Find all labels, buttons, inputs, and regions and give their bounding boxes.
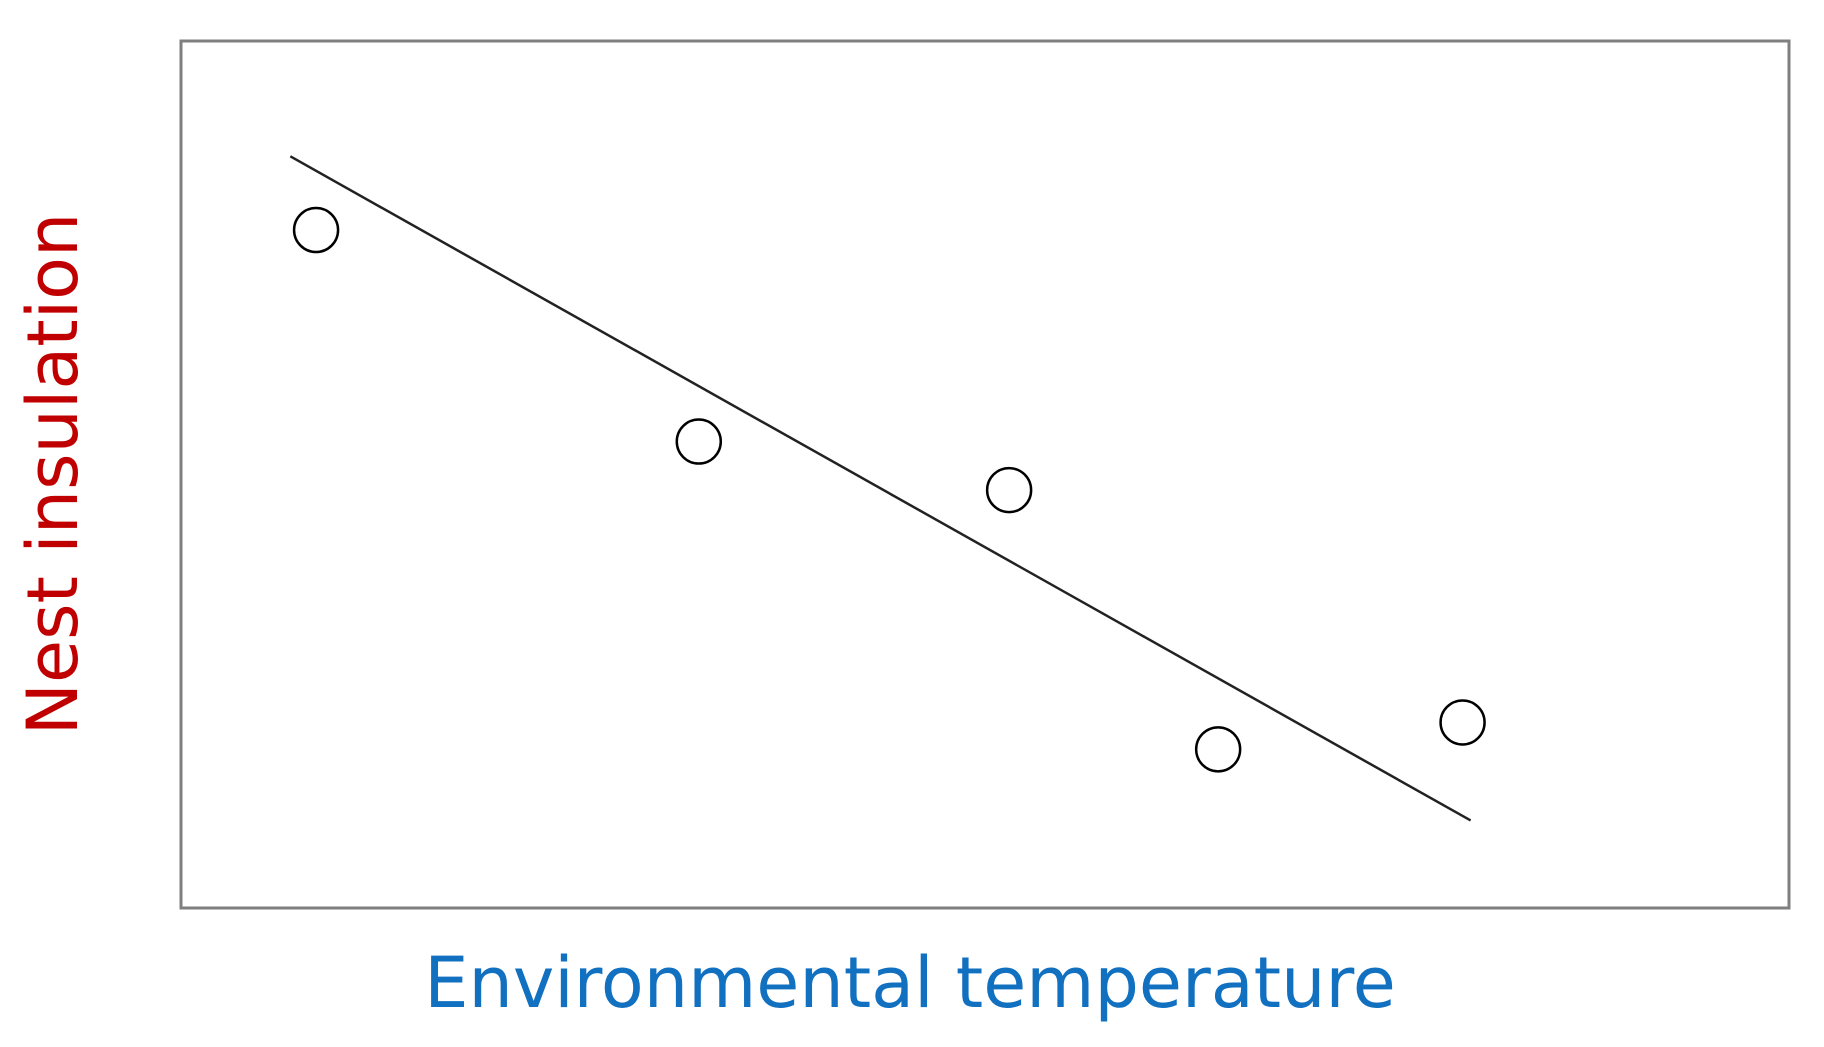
plot-frame — [179, 39, 1791, 910]
data-point — [1439, 699, 1486, 746]
data-point — [292, 206, 340, 254]
trend-line — [289, 155, 1472, 822]
data-point — [1194, 726, 1242, 773]
data-point — [985, 466, 1033, 514]
data-point — [675, 418, 723, 465]
x-axis-label: Environmental temperature — [424, 942, 1396, 1024]
y-axis-label: Nest insulation — [12, 213, 94, 736]
